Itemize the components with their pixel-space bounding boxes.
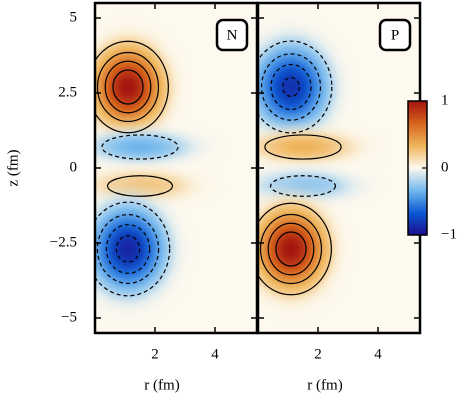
contour <box>96 51 160 123</box>
panel <box>95 3 257 333</box>
colorbar-tick-label: −1 <box>441 226 457 242</box>
contour <box>258 202 332 296</box>
y-tick-label: −2.5 <box>50 234 77 250</box>
contour <box>269 175 337 197</box>
colorbar-tick-label: 0 <box>441 159 449 175</box>
density-lobe <box>258 172 359 326</box>
panel-label: P <box>391 27 399 43</box>
y-tick-label: 5 <box>70 9 78 25</box>
contour <box>106 175 174 197</box>
x-tick-label: 2 <box>314 346 322 362</box>
x-tick-label: 4 <box>374 346 382 362</box>
contour <box>270 63 312 111</box>
contour <box>264 134 342 160</box>
contour <box>267 222 315 276</box>
contour <box>101 134 179 160</box>
x-tick-label: 2 <box>151 346 159 362</box>
contour <box>104 60 152 114</box>
contour <box>260 53 322 121</box>
panel-label-box <box>215 18 249 52</box>
contour <box>258 40 333 134</box>
x-axis-label: r (fm) <box>144 377 179 393</box>
y-tick-label: −5 <box>61 309 77 325</box>
contour <box>275 231 307 267</box>
contour <box>112 69 144 105</box>
y-tick-label: 2.5 <box>58 84 77 100</box>
contour <box>95 40 169 134</box>
contour <box>259 213 323 285</box>
x-axis-label: r (fm) <box>307 377 342 393</box>
density-lobe <box>95 168 200 330</box>
panel <box>258 3 420 333</box>
contour <box>105 224 151 274</box>
contour <box>96 214 160 284</box>
contour <box>115 235 141 263</box>
contour <box>282 76 300 98</box>
contour <box>95 201 171 297</box>
panel-label: N <box>227 27 238 43</box>
panel-label-box <box>378 18 412 52</box>
colorbar-tick-label: 1 <box>441 92 449 108</box>
y-tick-label: 0 <box>70 159 78 175</box>
y-axis-label: z (fm) <box>5 149 21 186</box>
x-tick-label: 4 <box>211 346 219 362</box>
